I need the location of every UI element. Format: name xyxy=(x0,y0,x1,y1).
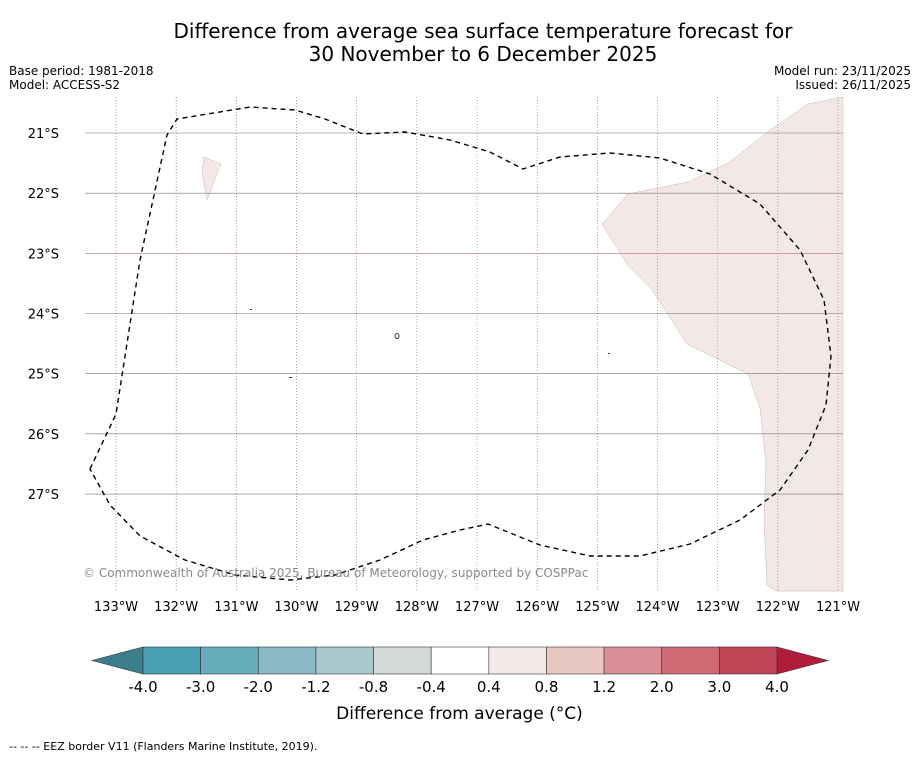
colorbar-bin xyxy=(257,646,317,675)
colorbar-tick-label: 0.4 xyxy=(477,678,501,696)
lon-label: 128°W xyxy=(395,600,439,615)
lon-label: 129°W xyxy=(335,600,379,615)
colorbar-bin xyxy=(603,646,663,675)
atoll xyxy=(608,353,610,354)
colorbar-tick-label: -2.0 xyxy=(244,678,273,696)
atoll xyxy=(250,309,252,310)
colorbar-tick-label: 4.0 xyxy=(765,678,789,696)
lon-label: 124°W xyxy=(635,600,679,615)
colorbar-tick-label: 2.0 xyxy=(650,678,674,696)
colorbar-tick-label: -0.8 xyxy=(359,678,388,696)
lon-label: 122°W xyxy=(756,600,800,615)
colorbar-tick-label: 0.8 xyxy=(535,678,559,696)
model-run: Model run: 23/11/2025 xyxy=(773,64,911,78)
lon-label: 125°W xyxy=(575,600,619,615)
colorbar-bin xyxy=(546,646,605,675)
colorbar-bin xyxy=(315,646,374,675)
colorbar-extend-low xyxy=(90,646,144,675)
title-line-2: 30 November to 6 December 2025 xyxy=(308,42,658,66)
land-layer xyxy=(201,96,844,592)
lat-label: 23°S xyxy=(28,247,59,262)
colorbar-bin xyxy=(488,646,547,675)
lat-label: 27°S xyxy=(28,488,59,503)
lon-label: 123°W xyxy=(696,600,740,615)
lon-label: 127°W xyxy=(455,600,499,615)
lat-label: 26°S xyxy=(28,428,59,443)
colorbar-bin xyxy=(430,646,490,675)
model-name: Model: ACCESS-S2 xyxy=(9,78,121,92)
colorbar-tick-label: -4.0 xyxy=(128,678,157,696)
lat-label: 24°S xyxy=(28,308,59,323)
atoll xyxy=(394,333,400,339)
lon-label: 126°W xyxy=(515,600,559,615)
lon-label: 132°W xyxy=(154,600,198,615)
lat-label: 21°S xyxy=(28,127,59,142)
eez-border xyxy=(89,106,832,581)
colorbar-bin xyxy=(661,646,720,675)
colorbar-tick-label: -0.4 xyxy=(417,678,446,696)
colorbar-tick-label: -1.2 xyxy=(301,678,330,696)
colorbar: -4.0 -3.0 -2.0 -1.2 -0.8 -0.4 0.4 0.8 1.2 2.0 3.0 4… xyxy=(90,646,830,696)
colorbar-bin xyxy=(200,646,259,675)
colorbar-bin xyxy=(719,646,778,675)
axis-labels: 133°W 132°W 131°W 130°W 129°W 128°W 127°W 126°W… xyxy=(28,127,861,615)
base-period: Base period: 1981-2018 xyxy=(9,64,154,78)
footnote: -- -- -- EEZ border V11 (Flanders Marine… xyxy=(9,740,318,753)
lon-label: 133°W xyxy=(94,600,138,615)
lon-label: 130°W xyxy=(274,600,318,615)
graticule xyxy=(85,97,843,591)
lon-label: 131°W xyxy=(214,600,258,615)
colorbar-tick-label: -3.0 xyxy=(186,678,215,696)
colorbar-extend-high xyxy=(776,646,830,675)
copyright: © Commonwealth of Australia 2025, Bureau… xyxy=(83,566,589,580)
land-island-small xyxy=(201,156,222,201)
colorbar-tick-label: 1.2 xyxy=(592,678,616,696)
lat-label: 22°S xyxy=(28,187,59,202)
issued-date: Issued: 26/11/2025 xyxy=(795,78,911,92)
land-island-right xyxy=(601,96,844,592)
colorbar-label: Difference from average (°C) xyxy=(336,704,583,724)
title-line-1: Difference from average sea surface temp… xyxy=(173,19,793,43)
lon-label: 121°W xyxy=(816,600,860,615)
colorbar-tick-label: 3.0 xyxy=(707,678,731,696)
lat-label: 25°S xyxy=(28,368,59,383)
colorbar-bin xyxy=(142,646,201,675)
atoll xyxy=(289,377,292,378)
colorbar-bin xyxy=(373,646,432,675)
